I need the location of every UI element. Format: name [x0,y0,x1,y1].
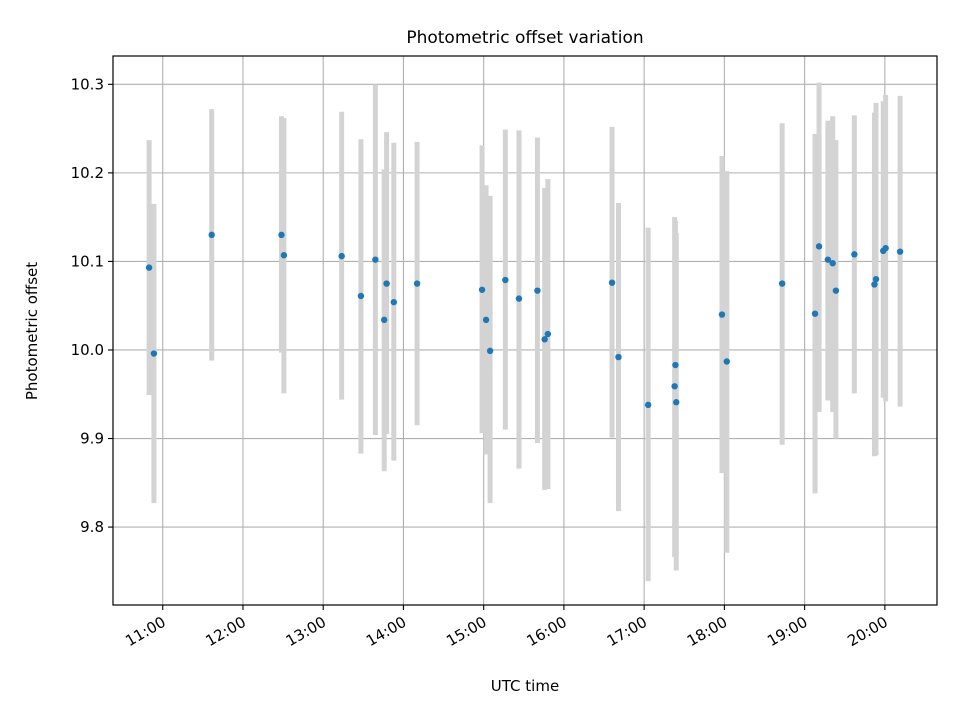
data-point [372,256,379,263]
y-tick-label: 10.0 [71,341,104,359]
data-point [150,350,158,357]
data-point [718,311,726,318]
data-point [824,256,832,263]
data-point [723,358,730,365]
data-point [673,399,680,406]
data-point [829,260,836,267]
y-axis: 9.8 9.9 10.0 10.1 10.2 10.3 [71,75,113,536]
data-point [482,316,490,324]
data-point [882,244,889,252]
chart-title: Photometric offset variation [406,28,643,48]
y-tick-label: 9.9 [80,430,104,448]
data-point [541,336,548,343]
data-point [671,383,678,390]
data-point [896,248,904,255]
data-point [278,231,285,239]
y-tick-label: 10.3 [71,75,104,93]
data-point [338,252,345,260]
data-point [778,280,786,287]
data-point [872,275,880,283]
data-point [544,330,552,338]
data-point [851,251,858,258]
data-point [644,401,652,409]
data-point [383,280,390,287]
data-point [811,310,819,317]
data-point [832,287,840,294]
data-point [534,287,541,294]
x-axis-label: UTC time [491,677,559,695]
y-axis-label: Photometric offset [23,262,41,400]
data-point [486,347,494,355]
data-point [815,243,823,250]
data-point [390,298,398,306]
data-point [380,316,388,324]
data-points [145,231,904,409]
y-tick-label: 10.2 [71,164,104,182]
data-point [502,276,509,284]
data-point [280,252,288,259]
data-point [615,353,622,361]
data-point [608,279,616,286]
data-point [413,280,421,287]
data-point [478,286,486,293]
y-tick-label: 9.8 [80,518,104,536]
plot-frame [112,55,938,606]
data-point [145,264,153,271]
data-point [208,231,215,239]
data-point [672,361,679,369]
y-tick-label: 10.1 [71,252,104,270]
data-point [357,292,365,300]
data-point [871,281,878,288]
data-point [515,295,523,302]
